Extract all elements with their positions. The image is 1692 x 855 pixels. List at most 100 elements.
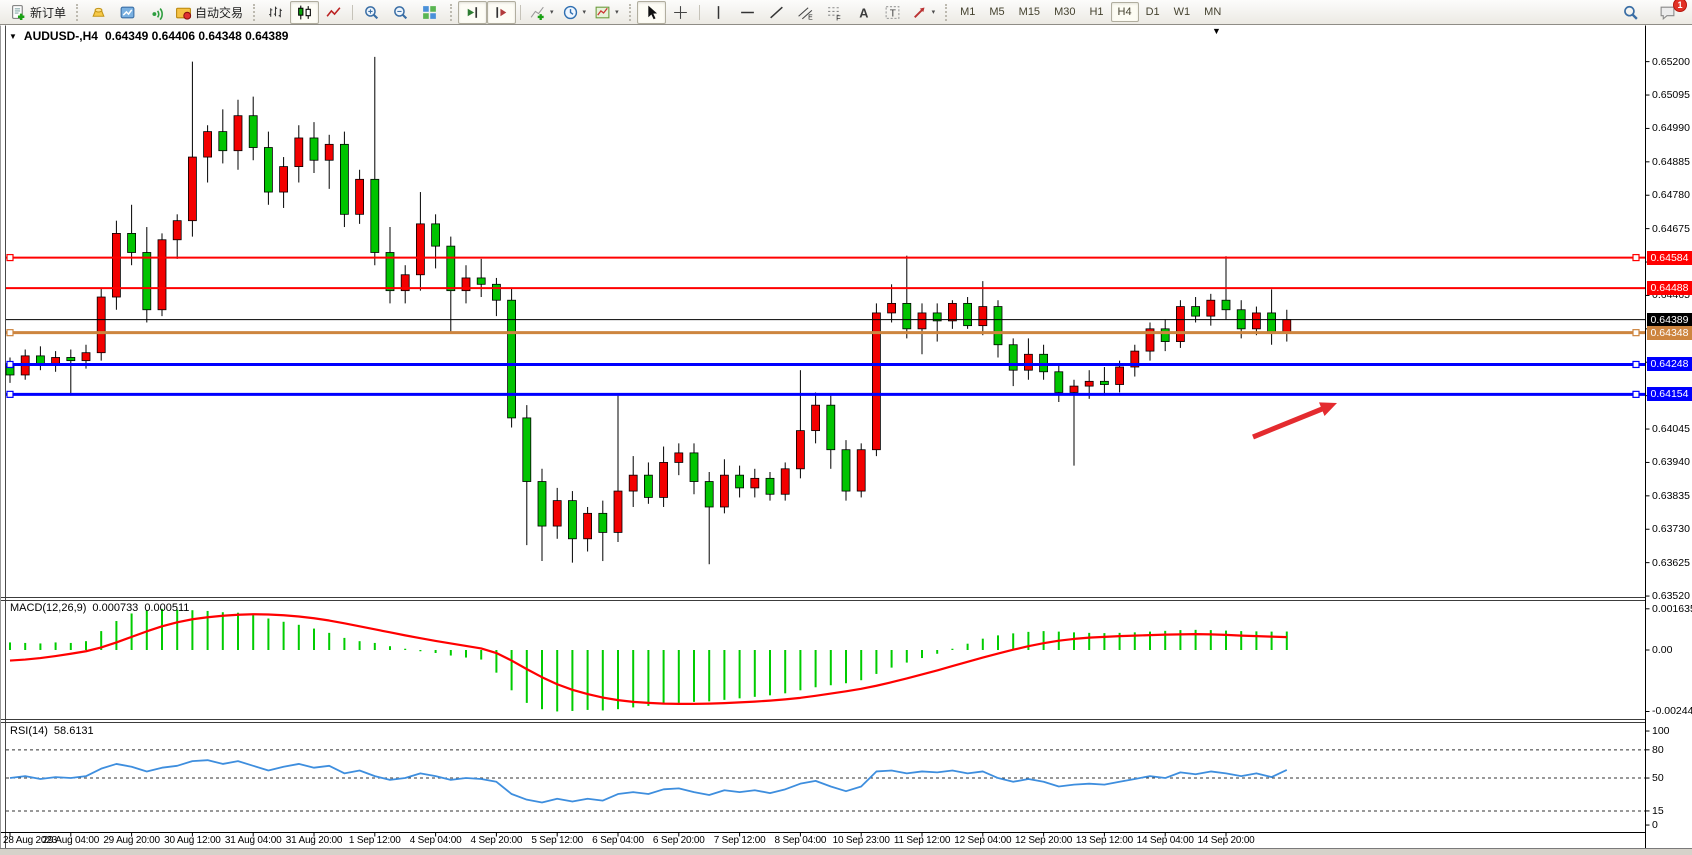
candle-body: [704, 481, 714, 508]
deposit-button[interactable]: [84, 1, 113, 24]
timeframe-m1-button[interactable]: M1: [960, 6, 976, 18]
zoom-in-button[interactable]: [357, 1, 386, 24]
candle-body: [598, 512, 608, 533]
auto-scroll-button[interactable]: [458, 0, 488, 24]
text-label-tool-button[interactable]: T: [878, 1, 907, 24]
timeframe-h1-button[interactable]: H1: [1089, 6, 1104, 18]
periods-button[interactable]: ▾: [558, 1, 591, 24]
candle-body: [476, 277, 486, 285]
timeframe-d1-button[interactable]: D1: [1145, 6, 1160, 18]
candle-body: [66, 357, 76, 362]
macd-name: MACD(12,26,9): [10, 602, 87, 614]
symbol-dropdown-icon[interactable]: ▼: [9, 31, 17, 41]
candle-body: [355, 178, 365, 215]
candle-body: [491, 283, 501, 301]
candles-icon: [298, 5, 311, 19]
candlestick-series: [5, 56, 1292, 565]
line-anchor[interactable]: [6, 360, 14, 369]
line-chart-mode-button[interactable]: [319, 1, 348, 24]
rsi-indicator: [6, 749, 1645, 812]
candle-body: [750, 477, 760, 489]
time-axis-label: 1 Sep 12:00: [348, 835, 401, 846]
rsi-name: RSI(14): [10, 725, 48, 737]
window-bottom-edge: [0, 849, 1692, 855]
textT-icon: T: [885, 5, 899, 19]
timeframe-h4-button[interactable]: H4: [1110, 2, 1139, 22]
signals-button[interactable]: [142, 1, 171, 24]
candle-body: [385, 252, 395, 292]
arrows-tool-button[interactable]: ▾: [907, 1, 940, 24]
price-axis-tick-label: 0.63625: [1652, 556, 1690, 569]
candle-body: [537, 481, 547, 527]
line-anchor[interactable]: [1632, 329, 1640, 337]
time-axis-label: 11 Sep 12:00: [893, 835, 951, 846]
trendline-tool-button[interactable]: [762, 1, 791, 24]
auto-trading-button[interactable]: 自动交易: [171, 1, 247, 24]
chart-shift-button[interactable]: [487, 0, 517, 24]
time-axis-label: 7 Sep 12:00: [713, 835, 766, 846]
community-button[interactable]: [113, 1, 142, 24]
line-anchor[interactable]: [1632, 390, 1640, 398]
timeframe-m15-button[interactable]: M15: [1018, 6, 1041, 18]
text-tool-button[interactable]: A: [849, 1, 878, 24]
timeframe-m5-button[interactable]: M5: [989, 6, 1005, 18]
tile-windows-button[interactable]: [415, 1, 444, 24]
toolbar-separator: [253, 3, 256, 21]
zoomout-icon: [394, 5, 408, 19]
horizontal-line-tool-button[interactable]: [733, 1, 762, 24]
toolbar-right-group: 1: [1616, 0, 1687, 24]
price-axis-tick-label: 0.64045: [1652, 423, 1690, 436]
candle-body: [339, 143, 349, 215]
fibonacci-tool-button[interactable]: F: [820, 1, 849, 24]
candle-body: [81, 352, 91, 362]
line-anchor[interactable]: [1632, 360, 1640, 369]
price-axis-tick-label: 0.64780: [1652, 189, 1690, 202]
bar-chart-mode-button[interactable]: [261, 1, 290, 24]
window-collapse-icon[interactable]: ▼: [1212, 26, 1221, 36]
candle-body: [1054, 371, 1064, 393]
candle-body: [613, 490, 623, 533]
time-axis-label: 8 Sep 04:00: [774, 835, 827, 846]
timeframe-mn-button[interactable]: MN: [1204, 6, 1222, 18]
equidistant-channel-tool-button[interactable]: E: [791, 1, 820, 24]
time-axis-label: 29 Aug 04:00: [42, 835, 100, 846]
indicator-icon: [530, 6, 544, 20]
cursor-tool-button[interactable]: [636, 0, 666, 24]
candle-body: [628, 474, 638, 492]
new-order-button[interactable]: 新订单: [6, 1, 70, 24]
price-axis-tick-label: 0.65095: [1652, 89, 1690, 102]
rsi-axis-tick-label: 50: [1652, 772, 1664, 785]
candle-body: [963, 302, 972, 327]
line-anchor[interactable]: [1632, 253, 1640, 262]
candle-body: [370, 178, 380, 253]
crosshair-tool-button[interactable]: [666, 1, 695, 24]
candle-body: [917, 312, 927, 330]
templates-button[interactable]: ▾: [590, 1, 623, 24]
indicators-button[interactable]: ▾: [525, 1, 558, 24]
horizontal-line-objects: [6, 253, 1645, 398]
candle-body: [233, 115, 243, 152]
zoom-out-button[interactable]: [386, 1, 415, 24]
candle-body: [1024, 353, 1033, 371]
price-axis-tick-label: 0.64885: [1652, 155, 1690, 168]
zoomin-icon: [365, 5, 379, 19]
macd-indicator: [9, 608, 1288, 712]
line-anchor[interactable]: [6, 329, 14, 337]
line-anchor[interactable]: [6, 390, 14, 398]
line-anchor[interactable]: [6, 253, 14, 262]
candle-body: [568, 500, 577, 540]
price-axis-tick-label: 0.64675: [1652, 222, 1690, 235]
fibo-icon: F: [827, 6, 841, 21]
arrow-annotation[interactable]: [1252, 402, 1337, 440]
candle-body: [1267, 312, 1276, 333]
svg-text:T: T: [889, 8, 895, 19]
timeframe-w1-button[interactable]: W1: [1173, 6, 1191, 18]
vertical-line-tool-button[interactable]: [704, 1, 733, 24]
candlestick-mode-button[interactable]: [290, 0, 320, 24]
chat-button[interactable]: 1: [1653, 0, 1687, 24]
svg-text:F: F: [836, 13, 841, 21]
search-button[interactable]: [1616, 1, 1645, 24]
candle-body: [811, 404, 820, 432]
timeframe-m30-button[interactable]: M30: [1054, 6, 1076, 18]
